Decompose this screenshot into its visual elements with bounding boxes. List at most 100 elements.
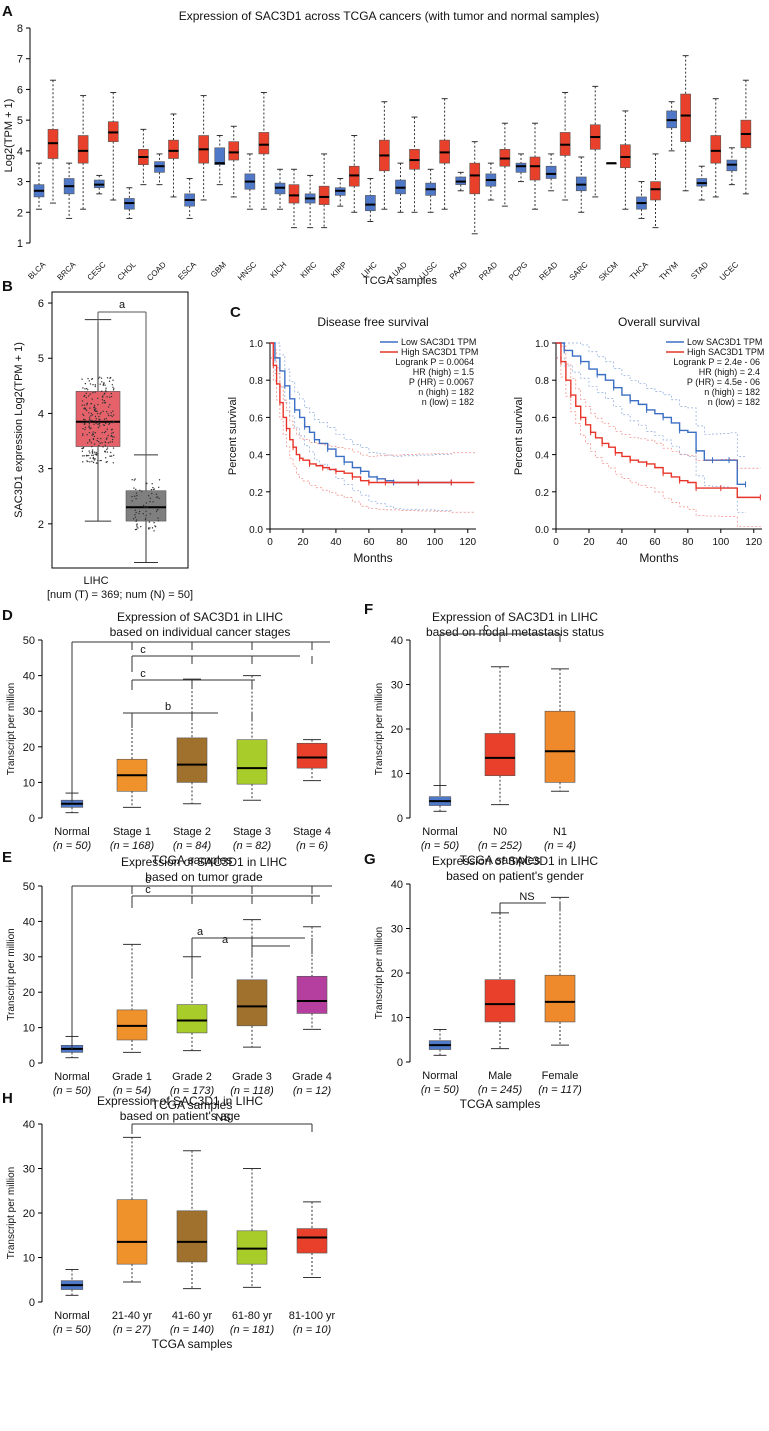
- jitter-point: [154, 525, 156, 527]
- jitter-point: [96, 410, 98, 412]
- box-normal-ESCA: [184, 178, 195, 219]
- stat-label: n (high) = 182: [418, 387, 474, 397]
- jitter-point: [134, 528, 137, 531]
- significance-bracket: [71, 641, 330, 802]
- x-category-label: Female: [542, 1070, 579, 1082]
- box-iqr: [125, 490, 167, 522]
- x-subtitle-label: [num (T) = 369; num (N) = 50]: [47, 589, 193, 601]
- legend-entry: Low SAC3D1 TPM: [401, 337, 476, 347]
- confidence-band: [270, 357, 475, 513]
- jitter-point: [157, 520, 160, 522]
- jitter-point: [108, 423, 110, 426]
- x-tick-label: 80: [682, 537, 694, 548]
- jitter-point: [97, 377, 100, 380]
- jitter-point: [112, 421, 115, 423]
- x-n-label: (n = 252): [478, 840, 523, 852]
- box-iqr: [296, 742, 328, 769]
- x-tick-label: PAAD: [448, 260, 470, 282]
- jitter-point: [145, 514, 147, 517]
- jitter-point: [89, 428, 91, 430]
- x-tick-label: COAD: [145, 260, 168, 283]
- jitter-point: [139, 525, 142, 528]
- box-iqr: [288, 184, 300, 204]
- jitter-point: [89, 452, 91, 454]
- box-normal-THCA: [636, 181, 647, 219]
- jitter-point: [151, 482, 153, 485]
- box-normal-LUAD: [395, 162, 406, 213]
- x-category-label: 41-60 yr: [172, 1310, 213, 1322]
- jitter-point: [107, 413, 109, 415]
- jitter-point: [132, 518, 135, 520]
- jitter-point: [153, 488, 156, 490]
- jitter-point: [106, 448, 108, 451]
- jitter-point: [152, 501, 154, 503]
- box-n1: [544, 668, 576, 792]
- box-normal-CHOL: [124, 187, 135, 219]
- jitter-point: [109, 421, 111, 424]
- box-tumor-SKCM: [620, 110, 631, 210]
- jitter-point: [142, 513, 145, 515]
- panel-letter-H: H: [2, 1090, 13, 1107]
- confidence-band: [270, 342, 452, 457]
- y-tick-label: 20: [391, 724, 403, 736]
- significance-bracket: a: [191, 926, 313, 978]
- jitter-point: [134, 513, 136, 516]
- box-iqr: [236, 979, 268, 1027]
- significance-bracket: c: [71, 874, 332, 1049]
- significance-label: c: [140, 668, 146, 680]
- box-normal-STAD: [696, 165, 708, 201]
- jitter-point: [98, 425, 101, 427]
- y-tick-label: 20: [23, 742, 35, 754]
- panel-letter-G: G: [364, 851, 376, 868]
- box-81-100-yr: [296, 1201, 328, 1279]
- jitter-point: [137, 527, 139, 529]
- jitter-point: [133, 479, 136, 481]
- y-axis-label: Transcript per million: [374, 927, 385, 1019]
- box-normal-GBM: [214, 135, 226, 186]
- x-tick-label: 120: [459, 537, 476, 548]
- box-iqr: [544, 710, 576, 783]
- jitter-point: [91, 450, 94, 453]
- jitter-point: [89, 440, 91, 442]
- x-category-label: Normal: [54, 1310, 89, 1322]
- jitter-point: [95, 408, 97, 410]
- significance-label: c: [140, 644, 146, 656]
- box-tumor-SARC: [589, 85, 601, 198]
- jitter-point: [133, 487, 135, 489]
- jitter-point: [88, 426, 90, 429]
- chart-title-line1: Expression of SAC3D1 in LIHC: [97, 1094, 263, 1108]
- jitter-point: [87, 389, 89, 391]
- legend-entry: Low SAC3D1 TPM: [687, 337, 762, 347]
- box-normal-LIHC: [365, 178, 376, 222]
- box-normal-PCPG: [515, 153, 527, 183]
- y-tick-label: 30: [391, 924, 403, 936]
- box-normal-READ: [545, 153, 557, 192]
- x-n-label: (n = 50): [421, 840, 460, 852]
- y-tick-label: 40: [23, 916, 35, 928]
- jitter-point: [86, 404, 88, 406]
- jitter-point: [111, 436, 114, 438]
- jitter-points: [81, 376, 161, 532]
- jitter-point: [91, 454, 93, 457]
- jitter-point: [105, 389, 107, 391]
- stat-label: n (low) = 182: [708, 397, 760, 407]
- y-tick-label: 5: [17, 115, 23, 127]
- jitter-point: [150, 489, 153, 491]
- y-axis-label: Log2(TPM + 1): [3, 99, 15, 173]
- jitter-point: [100, 411, 102, 414]
- y-tick-label: 0.2: [249, 488, 263, 499]
- box-normal-THYM: [666, 101, 677, 152]
- jitter-point: [99, 376, 101, 378]
- box-iqr: [77, 135, 89, 164]
- jitter-point: [113, 388, 115, 390]
- x-n-label: (n = 117): [538, 1084, 582, 1096]
- x-tick-label: 100: [712, 537, 729, 548]
- jitter-point: [106, 451, 109, 453]
- jitter-point: [102, 410, 104, 413]
- x-tick-label: ESCA: [176, 260, 198, 282]
- jitter-point: [135, 511, 137, 514]
- jitter-point: [104, 444, 106, 447]
- jitter-point: [88, 431, 91, 434]
- box-tumor-PAAD: [469, 141, 481, 235]
- x-category-label: Stage 2: [173, 826, 211, 838]
